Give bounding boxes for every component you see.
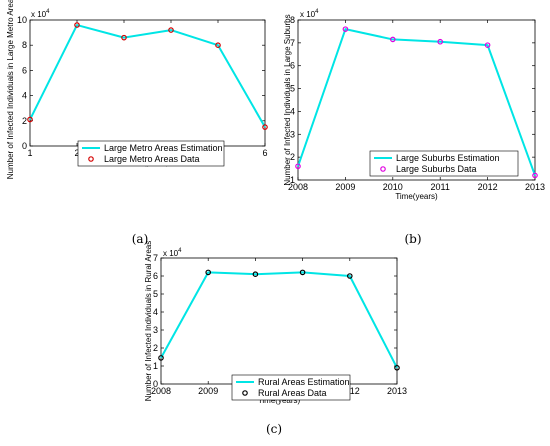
plot-frame [29,19,266,147]
estimation-line [160,271,398,369]
x-tick-label: 2013 [387,386,407,396]
y-tick-label: 1 [290,175,295,185]
x-tick-label: 1 [27,148,32,158]
legend-label-data: Rural Areas Data [258,388,327,398]
y-tick-label: 6 [153,271,158,281]
legend-marker-swatch [380,166,386,172]
y-tick-label: 6 [22,65,27,75]
chart-panel-2: 2008 2009 2010 2011 2012 2013 1 2 3 4 5 6 7 8 x 104 Tim… [283,9,545,246]
y-tick-label: 5 [290,84,295,94]
legend-label-estimation: Large Suburbs Estimation [396,153,500,163]
x-tick-label: 2009 [335,182,355,192]
data-point [389,36,396,43]
data-point [168,27,174,33]
y-tick-label: 1 [153,361,158,371]
data-point [27,116,33,123]
y-tick-label: 10 [17,15,27,25]
data-point [295,163,301,170]
data-point [532,172,538,179]
data-point [215,42,221,49]
legend-label-estimation: Large Metro Areas Estimation [104,143,223,153]
data-point [299,269,306,276]
x-tick-label: 2010 [383,182,403,192]
y-tick-label: 7 [290,38,295,48]
panel-caption: (c) [266,422,282,436]
chart-panel-3: 20082009201020112012201301234567x 104Tim… [144,241,407,436]
y-axis-label: Number of Infected Individuals in Rural … [144,241,153,402]
panel-caption: (b) [404,232,421,246]
data-point [158,355,164,361]
x-tick-label: 2013 [525,182,545,192]
y-tick-label: 8 [22,40,27,50]
x-tick-label: 2012 [478,182,498,192]
x-axis-label: Time(years) [258,396,301,405]
legend-label-data: Large Metro Areas Data [104,154,200,164]
y-tick-label: 8 [290,15,295,25]
y-tick-label: 0 [153,379,158,389]
x-tick-label: 2 [74,148,79,158]
panel-caption: (a) [132,232,149,246]
data-point [394,364,400,371]
y-tick-label: 6 [290,61,295,71]
y-tick-label: 0 [22,141,27,151]
data-point [437,38,444,45]
estimation-line [29,24,266,128]
data-point [484,42,491,48]
legend-box [231,374,351,401]
legend-box [77,140,225,167]
legend-box [369,150,519,177]
y-tick-label: 3 [290,129,295,139]
plot-frame [160,257,398,385]
x-tick-label: 2009 [198,386,218,396]
data-point [262,124,268,130]
y-axis-label: Number of Infected Individuals in Large … [6,0,15,179]
y-exponent-label: x 104 [31,9,50,19]
y-tick-label: 2 [22,116,27,126]
x-tick-label: 6 [262,148,267,158]
legend-label-data: Large Suburbs Data [396,164,477,174]
data-point [342,26,349,32]
data-point [252,271,259,278]
estimation-line [297,28,536,176]
y-axis-label: Number of Infected Individuals in Large … [283,14,292,185]
x-tick-label: 2008 [288,182,308,192]
y-exponent-label: x 104 [163,248,182,258]
y-tick-label: 3 [153,325,158,335]
x-tick-label: 2008 [151,386,171,396]
y-tick-label: 4 [22,91,27,101]
plot-frame [297,19,536,181]
legend-marker-swatch [88,156,94,162]
x-tick-label: 2011 [431,182,450,192]
y-tick-label: 4 [290,106,295,116]
y-tick-label: 5 [153,289,158,299]
y-tick-label: 4 [153,307,158,317]
legend-label-estimation: Rural Areas Estimation [258,377,350,387]
y-tick-label: 7 [153,253,158,263]
y-exponent-label: x 104 [300,9,319,19]
data-point [205,269,212,276]
data-point [74,22,80,28]
y-tick-label: 2 [153,343,158,353]
x-axis-label: Time(years) [395,192,438,201]
data-point [346,273,353,279]
legend-marker-swatch [242,390,248,396]
data-point [121,34,127,41]
y-tick-label: 2 [290,152,295,162]
